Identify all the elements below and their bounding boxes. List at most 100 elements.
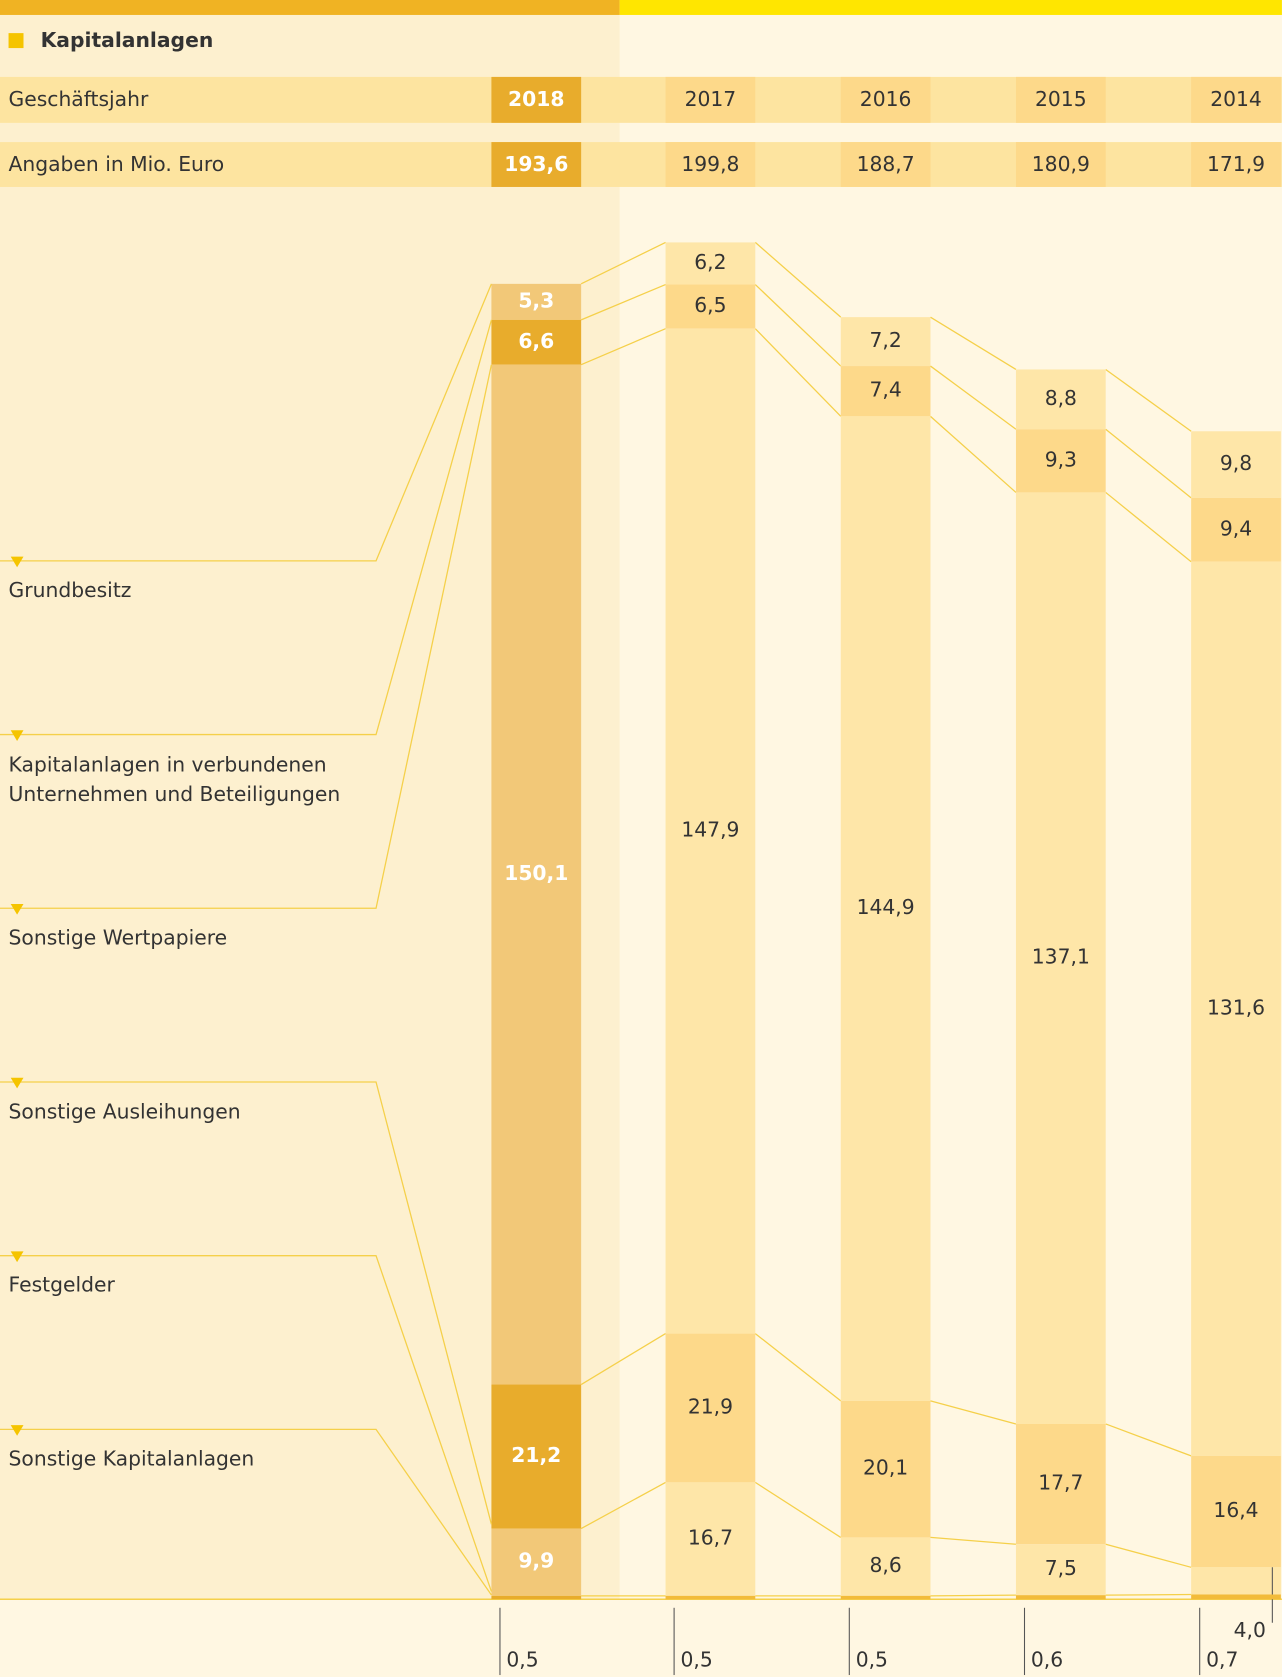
segment-label: 21,9: [688, 1394, 733, 1418]
segment-label: 0,7: [1206, 1648, 1238, 1672]
year-label: 2014: [1210, 87, 1262, 111]
segment-label: 20,1: [863, 1456, 908, 1480]
connector: [930, 316, 1017, 371]
segment-label: 9,3: [1045, 447, 1077, 471]
connector: [1105, 1423, 1192, 1457]
bar-segment: [491, 1384, 582, 1529]
bar-segment: [491, 1528, 582, 1596]
year-label: 2015: [1035, 87, 1087, 111]
total-cell: [1015, 142, 1106, 187]
segment-label: 4,0: [1234, 1618, 1266, 1642]
total-value: 188,7: [857, 152, 915, 176]
connector: [1105, 1543, 1192, 1568]
connector: [1105, 1593, 1192, 1596]
legend-label: Festgelder: [8, 1273, 115, 1298]
legend-leader: [0, 1428, 492, 1596]
total-value: 199,8: [681, 152, 739, 176]
connector: [754, 1481, 842, 1538]
connector: [754, 241, 842, 318]
bar-segment: [665, 1482, 756, 1596]
year-cell: [1191, 76, 1281, 123]
year-label: 2018: [508, 87, 564, 111]
segment-label: 16,7: [688, 1526, 733, 1550]
total-label: Angaben in Mio. Euro: [9, 152, 225, 176]
bar-segment: [1015, 429, 1106, 493]
bar-segment: [1015, 1423, 1106, 1545]
segment-label: 0,5: [856, 1648, 888, 1672]
connector: [580, 241, 666, 285]
year-cell: [1015, 76, 1106, 123]
connector: [930, 1594, 1016, 1597]
year-label: 2017: [685, 87, 737, 111]
connector: [930, 1400, 1017, 1425]
connector: [580, 328, 666, 366]
segment-label: 7,2: [869, 328, 901, 352]
category-label: Geschäftsjahr: [9, 87, 149, 111]
connector: [1105, 491, 1192, 563]
total-value: 171,9: [1207, 152, 1265, 176]
title-marker: [8, 33, 24, 49]
bar-segment: [665, 328, 756, 1334]
connector: [754, 328, 842, 417]
legend-marker: [10, 1425, 24, 1436]
segment-label: 0,5: [506, 1648, 538, 1672]
bar-segment: [665, 1333, 756, 1483]
top-bar-yellow: [619, 0, 1282, 15]
year-cell: [491, 76, 582, 123]
legend-marker: [10, 556, 24, 568]
segment-label: 7,5: [1045, 1556, 1077, 1580]
segment-label: 5,3: [518, 288, 554, 312]
legend-leader: [0, 364, 493, 909]
legend-leader: [0, 1081, 493, 1525]
bar-segment: [840, 1537, 931, 1596]
segment-label: 150,1: [504, 861, 568, 885]
bar-segment: [491, 319, 582, 365]
legend-leader: [0, 283, 493, 562]
total-cell: [491, 142, 582, 187]
segment-label: 9,9: [518, 1549, 554, 1573]
segment-label: 137,1: [1032, 945, 1090, 969]
year-label: 2016: [860, 87, 912, 111]
connector: [930, 1536, 1017, 1545]
bar-segment: [840, 317, 931, 367]
bar-segment: [1191, 497, 1281, 562]
bar-segment: [1191, 431, 1281, 498]
bar-segment: [1191, 1455, 1281, 1568]
segment-label: 8,8: [1045, 386, 1077, 410]
connector: [754, 284, 842, 367]
bar-segment: [1015, 492, 1106, 1424]
year-cell: [665, 76, 756, 123]
connector: [580, 283, 666, 321]
legend-label: Sonstige Kapitalanlagen: [8, 1447, 255, 1472]
total-value: 193,6: [504, 152, 568, 176]
bar-segment: [491, 1595, 582, 1600]
segment-label: 9,8: [1220, 451, 1252, 475]
bar-segment: [665, 284, 756, 329]
connector: [1105, 428, 1192, 499]
connector: [930, 415, 1017, 493]
segment-label: 0,5: [681, 1648, 713, 1672]
bar-segment: [840, 366, 931, 417]
bar-segment: [491, 283, 582, 320]
connector: [580, 1333, 666, 1386]
legend-leader: [0, 1255, 493, 1592]
year-cell: [840, 76, 931, 123]
bar-segment: [840, 1400, 931, 1538]
connector: [754, 1333, 842, 1402]
bar-segment: [1015, 1544, 1106, 1596]
legend-marker: [10, 730, 24, 741]
legend-marker: [10, 903, 24, 915]
segment-label: 8,6: [869, 1553, 901, 1577]
bar-segment: [1015, 1595, 1106, 1600]
legend-leader: [0, 319, 493, 736]
bar-segment: [491, 364, 582, 1385]
bar-segment: [840, 416, 931, 1401]
segment-label: 131,6: [1207, 995, 1265, 1019]
legend-label: Sonstige Ausleihungen: [8, 1100, 241, 1124]
connector: [580, 1481, 666, 1530]
chart-title: Kapitalanlagen: [41, 28, 214, 52]
segment-label: 0,6: [1031, 1648, 1063, 1672]
bar-segment: [665, 1595, 756, 1600]
